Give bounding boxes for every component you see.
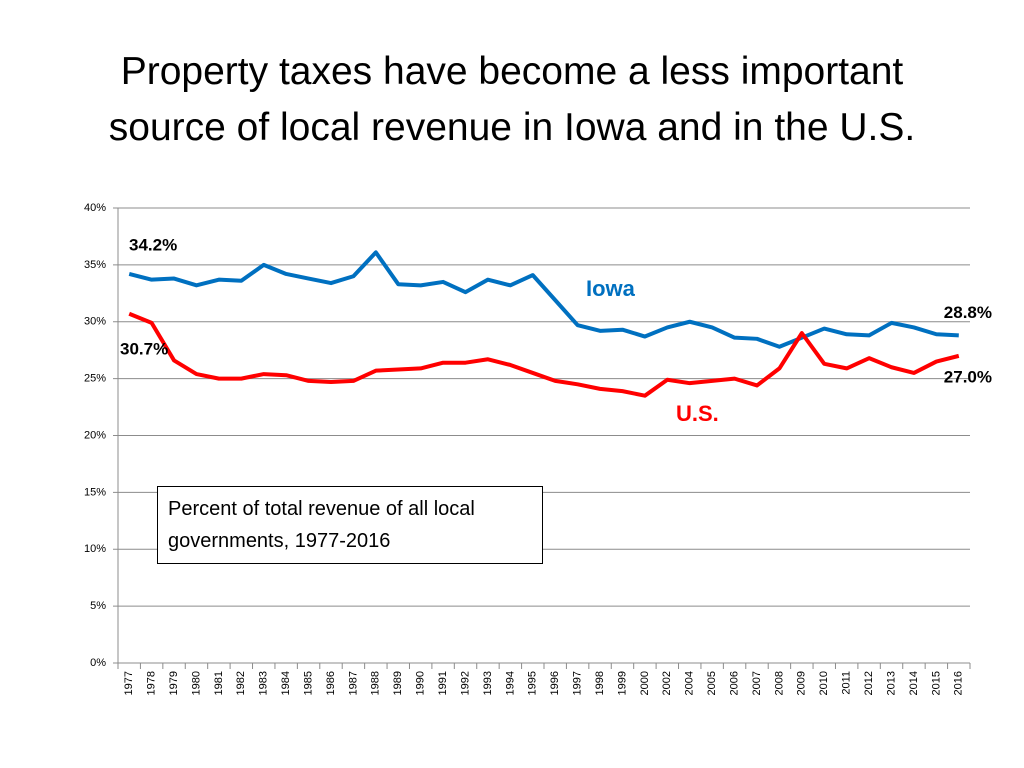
annotation: 30.7%: [120, 339, 168, 358]
series-line: [128, 311, 960, 398]
x-tick-label: 1984: [280, 671, 292, 695]
y-tick-label: 0%: [90, 657, 106, 669]
x-tick-label: 2011: [841, 671, 853, 695]
chart-title: Property taxes have become a less import…: [108, 50, 916, 149]
x-tick-label: 2007: [751, 671, 763, 695]
x-tick-label: 1998: [594, 671, 606, 695]
annotation: 34.2%: [129, 235, 177, 254]
x-tick-label: 1979: [168, 671, 180, 695]
x-tick-label: 1996: [549, 671, 561, 695]
x-tick-label: 1990: [415, 671, 427, 695]
x-tick-label: 2016: [953, 671, 965, 695]
x-tick-label: 2010: [818, 671, 830, 695]
x-tick-label: 2014: [908, 671, 920, 695]
x-tick-label: 1995: [527, 671, 539, 695]
x-tick-label: 1997: [572, 671, 584, 695]
x-tick-label: 2004: [684, 671, 696, 695]
x-tick-label: 1982: [235, 671, 247, 695]
x-tick-label: 1989: [392, 671, 404, 695]
annotation: 28.8%: [944, 303, 992, 322]
x-tick-label: 1978: [146, 671, 158, 695]
x-tick-label: 1986: [325, 671, 337, 695]
x-tick-label: 2005: [706, 671, 718, 695]
x-tick-label: 1992: [459, 671, 471, 695]
y-tick-label: 10%: [84, 543, 106, 555]
x-tick-label: 2013: [885, 671, 897, 695]
series-label: Iowa: [586, 276, 636, 301]
y-tick-label: 5%: [90, 600, 106, 612]
annotation: 27.0%: [944, 367, 992, 386]
y-tick-label: 25%: [84, 373, 106, 385]
x-tick-label: 2008: [773, 671, 785, 695]
x-tick-label: 1988: [370, 671, 382, 695]
x-tick-label: 2009: [796, 671, 808, 695]
note-box: Percent of total revenue of all local go…: [157, 486, 543, 564]
x-tick-label: 1980: [190, 671, 202, 695]
x-tick-label: 1999: [616, 671, 628, 695]
x-tick-label: 1991: [437, 671, 449, 695]
x-tick-label: 2012: [863, 671, 875, 695]
y-tick-label: 20%: [84, 429, 106, 441]
x-tick-label: 1993: [482, 671, 494, 695]
x-tick-label: 2006: [728, 671, 740, 695]
series-label: U.S.: [676, 401, 719, 426]
x-tick-label: 1977: [123, 671, 135, 695]
x-tick-label: 1983: [258, 671, 270, 695]
y-tick-label: 40%: [84, 202, 106, 214]
x-tick-label: 2002: [661, 671, 673, 695]
series-line: [128, 250, 959, 349]
y-tick-label: 35%: [84, 259, 106, 271]
x-tick-label: 2000: [639, 671, 651, 695]
x-tick-label: 1985: [302, 671, 314, 695]
x-tick-label: 1981: [213, 671, 225, 695]
x-tick-label: 1987: [347, 671, 359, 695]
x-tick-label: 2015: [930, 671, 942, 695]
x-tick-label: 1994: [504, 671, 516, 695]
y-tick-label: 30%: [84, 316, 106, 328]
y-tick-label: 15%: [84, 486, 106, 498]
